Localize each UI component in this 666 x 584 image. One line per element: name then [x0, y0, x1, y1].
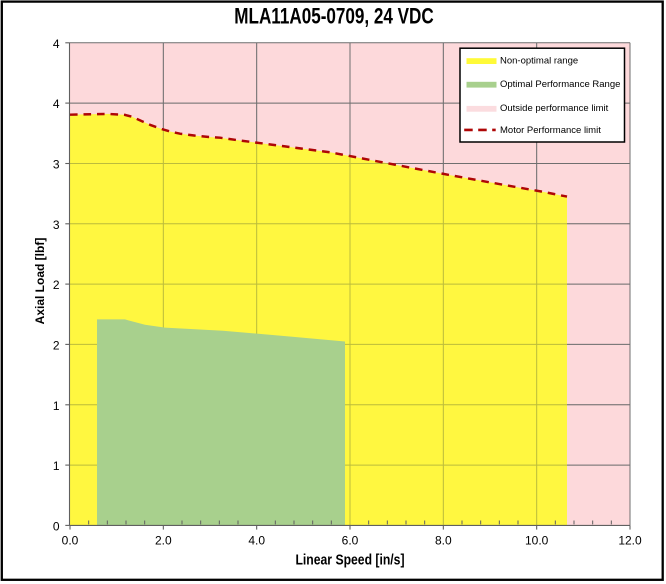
svg-text:Axial Load [lbf]: Axial Load [lbf]	[33, 238, 47, 325]
svg-text:0.0: 0.0	[62, 534, 79, 548]
svg-text:Linear Speed [in/s]: Linear Speed [in/s]	[295, 551, 404, 567]
svg-text:Optimal Performance Range: Optimal Performance Range	[500, 79, 620, 90]
svg-text:4: 4	[53, 37, 60, 51]
svg-text:0: 0	[53, 520, 60, 534]
svg-text:2: 2	[53, 278, 60, 292]
svg-text:6.0: 6.0	[342, 534, 359, 548]
svg-text:3: 3	[53, 158, 60, 172]
svg-text:1: 1	[53, 459, 60, 473]
svg-text:3: 3	[53, 218, 60, 232]
svg-text:MLA11A05-0709, 24 VDC: MLA11A05-0709, 24 VDC	[234, 4, 433, 29]
svg-text:Motor Performance limit: Motor Performance limit	[500, 125, 601, 136]
svg-text:10.0: 10.0	[525, 534, 549, 548]
svg-text:2.0: 2.0	[155, 534, 172, 548]
svg-text:Outside performance limit: Outside performance limit	[500, 103, 609, 114]
svg-text:1: 1	[53, 399, 60, 413]
svg-text:4: 4	[53, 97, 60, 111]
svg-text:2: 2	[53, 339, 60, 353]
svg-text:12.0: 12.0	[618, 534, 642, 548]
svg-text:4.0: 4.0	[248, 534, 265, 548]
svg-text:8.0: 8.0	[435, 534, 452, 548]
svg-text:Non-optimal range: Non-optimal range	[500, 56, 578, 67]
